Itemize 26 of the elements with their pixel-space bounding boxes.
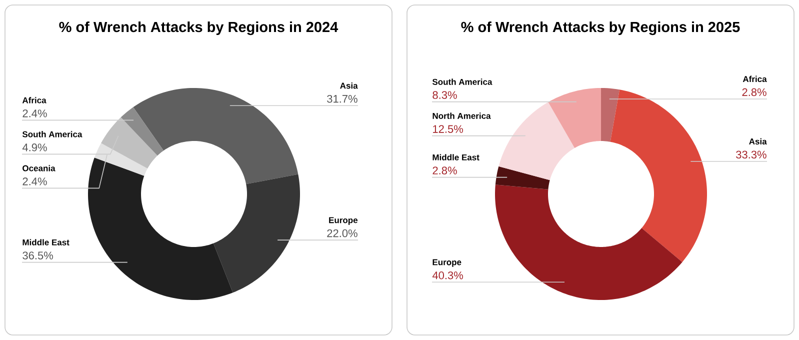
data-label: 4.9% — [22, 144, 47, 152]
chart-title: % of Wrench Attacks by Regions in 2025 — [461, 21, 740, 36]
data-label: 36.5% — [22, 252, 53, 260]
data-label: 22.0% — [327, 229, 358, 238]
slice-label: Asia — [749, 138, 767, 144]
data-label: 31.7% — [327, 94, 358, 103]
slice-label: Africa — [22, 97, 46, 104]
slice-label: Middle East — [22, 239, 70, 246]
data-label: 2.4% — [22, 110, 47, 118]
slice-label: North America — [432, 112, 491, 119]
slice-label: Middle East — [432, 154, 480, 160]
data-label: 2.8% — [432, 166, 457, 174]
data-label: 12.5% — [433, 125, 463, 133]
chart-title: % of Wrench Attacks by Regions in 2024 — [59, 21, 338, 36]
data-label: 2.8% — [742, 88, 766, 96]
slice-label: Europe — [329, 217, 358, 225]
data-label: 40.3% — [432, 271, 463, 280]
data-label: 33.3% — [736, 150, 766, 159]
slice-label: Europe — [432, 259, 462, 267]
slice-label: Asia — [340, 82, 358, 89]
data-label: 2.4% — [22, 178, 47, 186]
slice-label: Africa — [742, 76, 767, 82]
slice-label: South America — [22, 131, 82, 138]
data-label: 8.3% — [432, 91, 457, 99]
slice-label: South America — [432, 78, 492, 85]
slice-label: Oceania — [22, 165, 56, 172]
